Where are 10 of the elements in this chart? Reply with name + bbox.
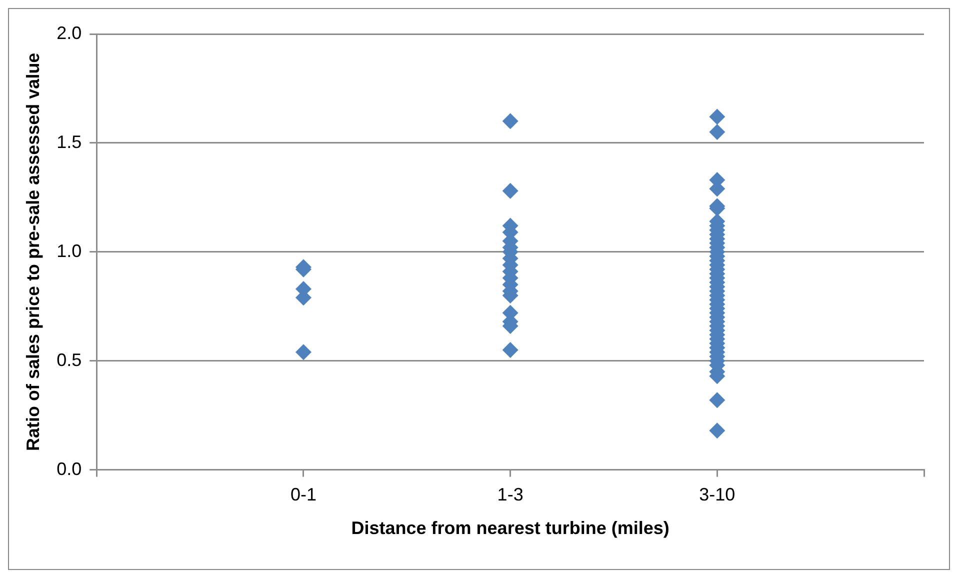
- x-tick-label: 0-1: [290, 484, 316, 505]
- y-tick-label: 1.0: [56, 240, 82, 261]
- x-tick-label: 1-3: [497, 484, 524, 505]
- x-tick-label: 3-10: [699, 484, 736, 505]
- y-tick-label: 0.5: [56, 350, 82, 370]
- y-axis-title: Ratio of sales price to pre-sale assessed value: [22, 52, 43, 451]
- y-tick-label: 0.0: [56, 458, 82, 479]
- x-axis-title: Distance from nearest turbine (miles): [351, 518, 670, 538]
- y-tick-label: 1.5: [56, 132, 82, 152]
- y-tick-label: 2.0: [56, 22, 82, 43]
